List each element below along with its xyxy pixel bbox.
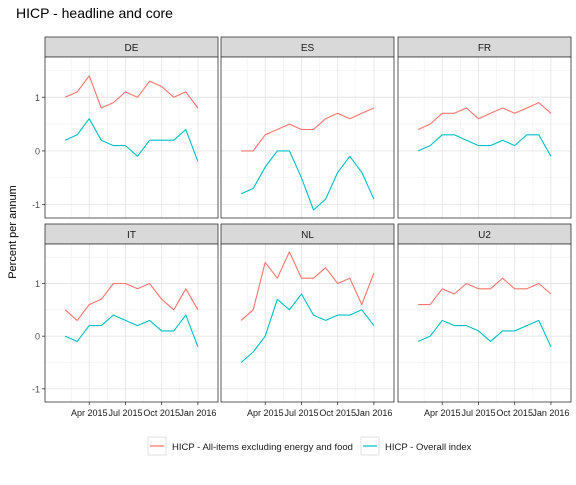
legend-label: HICP - All-items excluding energy and fo… xyxy=(172,442,353,453)
x-tick-label: Jul 2015 xyxy=(108,408,142,418)
panel-nl: NL xyxy=(220,223,395,403)
y-tick-label: 1 xyxy=(35,93,40,103)
panel-strip-label: U2 xyxy=(478,230,491,241)
panel-plot-area xyxy=(398,57,571,218)
panel-border xyxy=(44,243,219,403)
y-axis-label: Percent per annum xyxy=(7,185,19,279)
series-line-core-es xyxy=(241,107,375,152)
x-tick-label: Jan 2016 xyxy=(532,408,569,418)
panel-strip-label: FR xyxy=(478,43,491,54)
facet-panels: DE -1 0 1 ES FR IT -1 0 1 NL U2 xyxy=(32,36,572,403)
x-tick-label: Jul 2015 xyxy=(284,408,318,418)
y-tick-label: -1 xyxy=(32,384,40,394)
panel-fr: FR xyxy=(397,36,572,219)
chart-title: HICP - headline and core xyxy=(16,5,173,21)
panel-plot-area xyxy=(398,244,571,402)
y-tick-label: 0 xyxy=(35,332,40,342)
series-line-overall-it xyxy=(64,314,199,347)
x-tick-label: Jul 2015 xyxy=(461,408,495,418)
legend-item: HICP - Overall index xyxy=(360,436,472,456)
x-tick-label: Oct 2015 xyxy=(496,408,533,418)
panel-border xyxy=(220,243,395,403)
x-tick-label: Jan 2016 xyxy=(355,408,392,418)
series-line-overall-fr xyxy=(417,134,552,157)
x-tick-label: Apr 2015 xyxy=(71,408,108,418)
y-tick-label: -1 xyxy=(32,200,40,210)
panel-de: DE -1 0 1 xyxy=(32,36,219,219)
panel-border xyxy=(44,56,219,219)
y-tick-label: 0 xyxy=(35,146,40,156)
panel-es: ES xyxy=(220,36,395,219)
panel-plot-area xyxy=(221,244,394,402)
panel-border xyxy=(397,243,572,403)
x-tick-label: Jan 2016 xyxy=(179,408,216,418)
series-line-overall-u2 xyxy=(417,319,552,347)
series-line-overall-nl xyxy=(240,293,375,363)
series-line-core-u2 xyxy=(418,277,552,306)
panel-strip-label: IT xyxy=(127,230,136,241)
panel-border xyxy=(397,56,572,219)
legend: HICP - All-items excluding energy and fo… xyxy=(147,436,472,456)
x-tick-label: Oct 2015 xyxy=(143,408,180,418)
series-line-core-nl xyxy=(240,251,375,321)
x-tick-label: Apr 2015 xyxy=(424,408,461,418)
panel-strip-label: NL xyxy=(301,230,314,241)
panel-it: IT -1 0 1 xyxy=(32,223,219,403)
x-tick-label: Apr 2015 xyxy=(247,408,284,418)
series-line-overall-de xyxy=(64,118,199,162)
x-axes: Apr 2015 Jul 2015 Oct 2015 Jan 2016 Apr 2015… xyxy=(71,402,569,418)
y-tick-label: 1 xyxy=(35,279,40,289)
series-line-core-it xyxy=(64,282,199,321)
x-tick-label: Oct 2015 xyxy=(319,408,356,418)
panel-border xyxy=(220,56,395,219)
panel-strip-label: ES xyxy=(301,43,315,54)
series-line-overall-es xyxy=(240,150,375,211)
series-line-core-de xyxy=(64,75,199,109)
legend-item: HICP - All-items excluding energy and fo… xyxy=(147,436,353,456)
panel-plot-area xyxy=(221,57,394,218)
panel-strip-label: DE xyxy=(125,43,139,54)
panel-u2: U2 xyxy=(397,223,572,403)
series-line-core-fr xyxy=(417,102,552,131)
legend-label: HICP - Overall index xyxy=(385,442,472,453)
